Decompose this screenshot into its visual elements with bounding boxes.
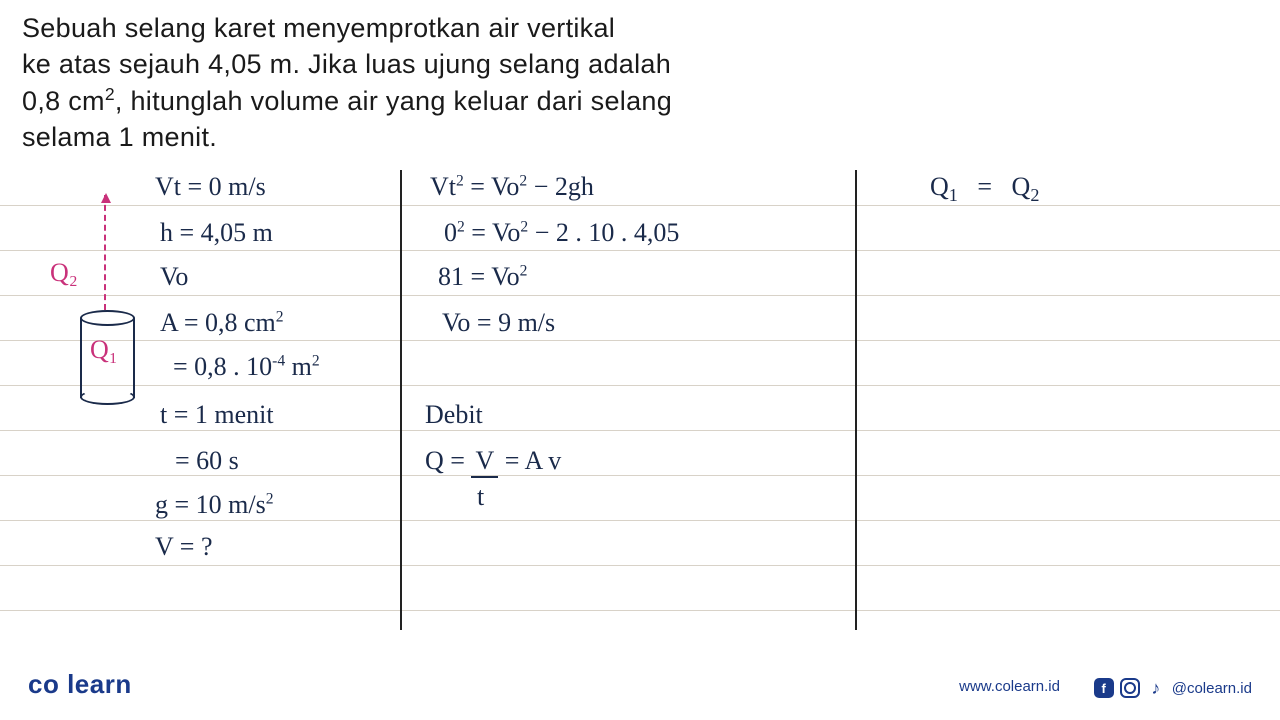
handwritten-line: 02 = Vo2 − 2 . 10 . 4,05 (444, 218, 679, 248)
label-q1: Q₁ (90, 335, 118, 365)
handwritten-line: 81 = Vo2 (438, 262, 527, 292)
social-handle: @colearn.id (1172, 680, 1252, 697)
handwritten-line: V = ? (155, 532, 213, 562)
handwritten-line: = 0,8 . 10-4 m2 (160, 352, 320, 382)
handwritten-line: Vt2 = Vo2 − 2gh (430, 172, 594, 202)
column-divider-1 (400, 170, 402, 630)
handwritten-line: A = 0,8 cm2 (160, 308, 284, 338)
handwritten-line: t = 1 menit (160, 400, 274, 430)
social-links: f ♪ @colearn.id (1094, 678, 1252, 698)
brand-logo: co learn (28, 669, 132, 700)
handwritten-line: Q1 = Q2 (930, 172, 1039, 206)
website-url: www.colearn.id (959, 678, 1060, 695)
tiktok-icon: ♪ (1146, 678, 1166, 698)
handwritten-line: h = 4,05 m (160, 218, 273, 248)
instagram-icon (1120, 678, 1140, 698)
column-divider-2 (855, 170, 857, 630)
handwritten-line: Vo = 9 m/s (442, 308, 555, 338)
footer: co learn www.colearn.id f ♪ @colearn.id (0, 660, 1280, 700)
facebook-icon: f (1094, 678, 1114, 698)
velocity-arrow-icon (104, 195, 106, 310)
handwritten-line: t (425, 482, 484, 512)
handwritten-line: Vo (160, 262, 188, 292)
label-q2: Q₂ (50, 258, 78, 288)
problem-statement: Sebuah selang karet menyemprotkan air ve… (22, 10, 722, 156)
handwritten-line: Q = V = A v (425, 446, 561, 478)
handwritten-line: = 60 s (162, 446, 239, 476)
handwritten-line: g = 10 m/s2 (155, 490, 274, 520)
handwritten-line: Vt = 0 m/s (155, 172, 266, 202)
handwritten-line: Debit (425, 400, 483, 430)
